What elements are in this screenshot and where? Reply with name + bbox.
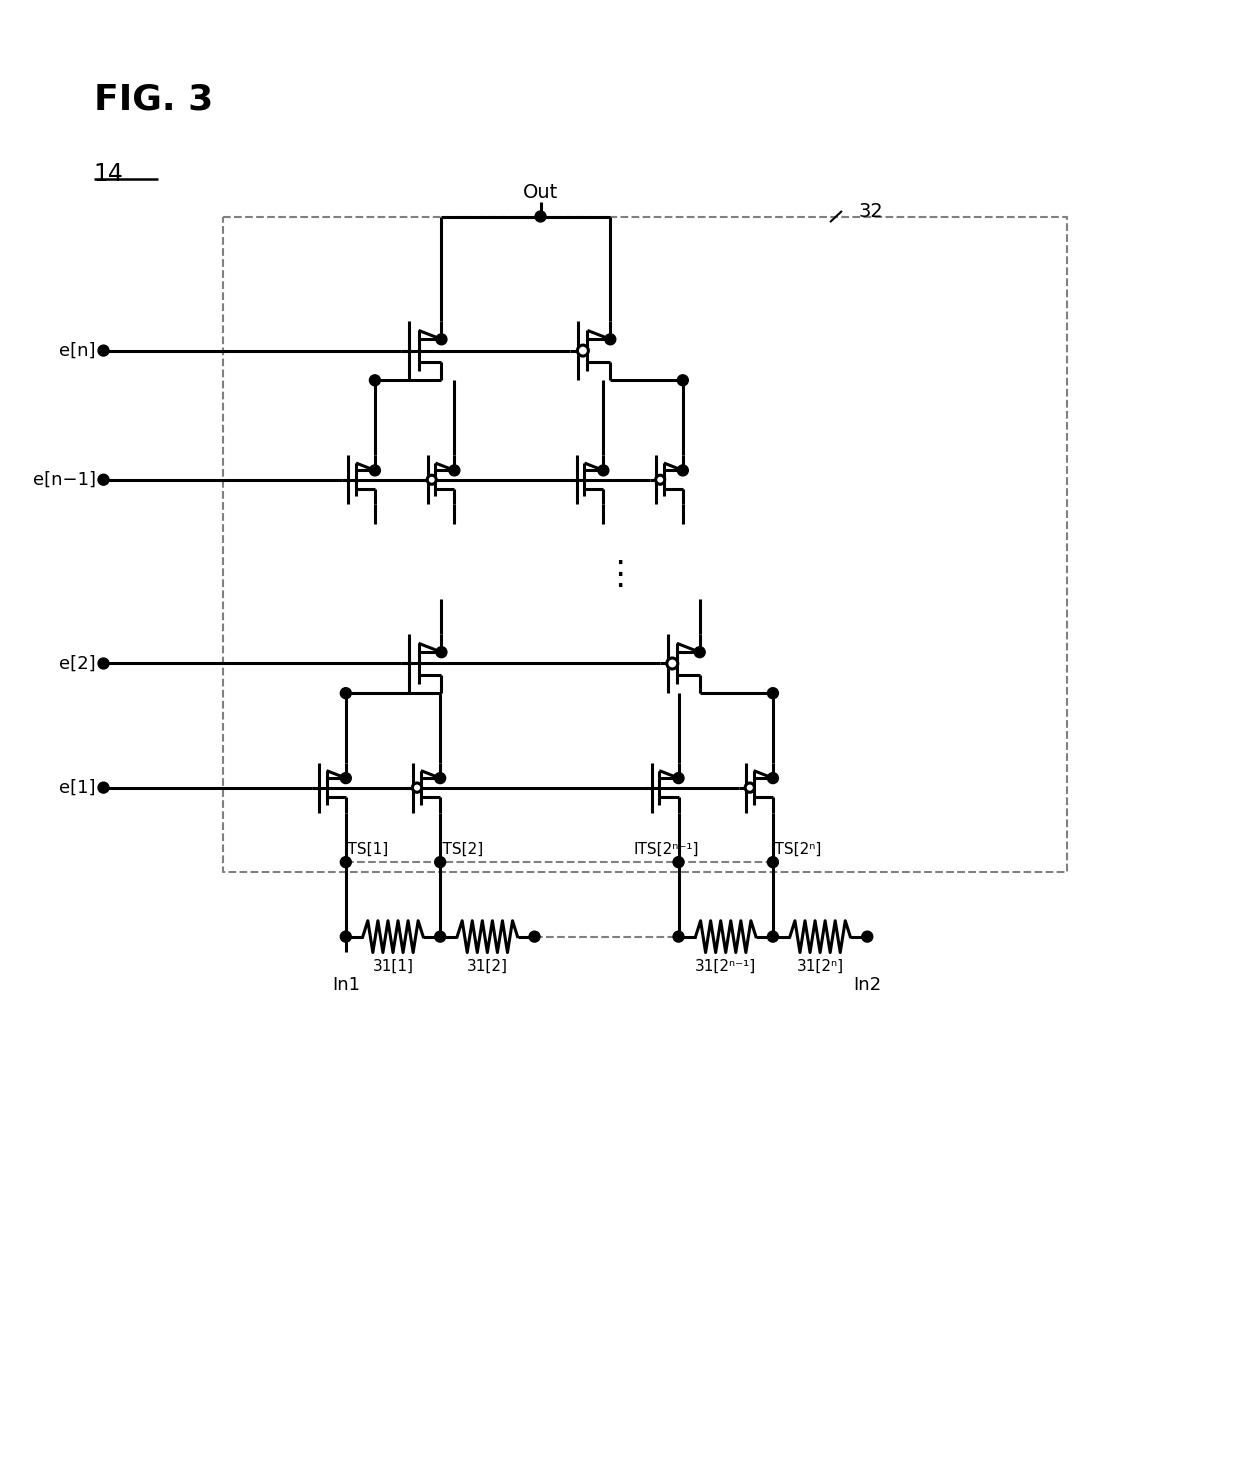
Circle shape xyxy=(862,931,873,942)
Text: ITS[1]: ITS[1] xyxy=(343,843,389,857)
Text: e[n−1]: e[n−1] xyxy=(32,471,95,489)
Text: FIG. 3: FIG. 3 xyxy=(93,82,213,116)
Text: e[n]: e[n] xyxy=(60,342,95,360)
Circle shape xyxy=(677,374,688,386)
Text: Out: Out xyxy=(523,182,558,201)
Circle shape xyxy=(605,333,616,345)
Circle shape xyxy=(370,465,381,476)
Circle shape xyxy=(598,465,609,476)
Circle shape xyxy=(667,658,678,669)
Text: ITS[2]: ITS[2] xyxy=(438,843,484,857)
Circle shape xyxy=(768,931,779,942)
Text: ITS[2ⁿ]: ITS[2ⁿ] xyxy=(771,843,822,857)
Circle shape xyxy=(673,931,684,942)
Text: In1: In1 xyxy=(332,976,360,994)
Text: In2: In2 xyxy=(853,976,882,994)
Circle shape xyxy=(413,782,422,793)
Text: 31[2ⁿ]: 31[2ⁿ] xyxy=(796,959,843,973)
Circle shape xyxy=(98,782,109,793)
Text: ITS[2ⁿ⁻¹]: ITS[2ⁿ⁻¹] xyxy=(634,843,699,857)
Circle shape xyxy=(578,345,589,357)
Circle shape xyxy=(340,772,351,784)
Circle shape xyxy=(435,772,445,784)
Circle shape xyxy=(436,647,446,658)
Circle shape xyxy=(428,476,436,484)
Circle shape xyxy=(340,687,351,699)
Circle shape xyxy=(529,931,539,942)
Circle shape xyxy=(745,782,754,793)
Circle shape xyxy=(340,857,351,868)
Circle shape xyxy=(677,465,688,476)
Text: ⋮: ⋮ xyxy=(604,558,636,590)
Circle shape xyxy=(768,857,779,868)
Circle shape xyxy=(768,772,779,784)
Circle shape xyxy=(435,857,445,868)
Text: 14: 14 xyxy=(93,161,124,186)
Text: 32: 32 xyxy=(858,201,883,220)
Text: 31[2]: 31[2] xyxy=(466,959,508,973)
Circle shape xyxy=(536,211,546,222)
Circle shape xyxy=(673,772,684,784)
Circle shape xyxy=(436,333,446,345)
Text: 31[2ⁿ⁻¹]: 31[2ⁿ⁻¹] xyxy=(696,959,756,973)
Text: e[1]: e[1] xyxy=(60,778,95,797)
Circle shape xyxy=(694,647,706,658)
Text: e[2]: e[2] xyxy=(60,655,95,672)
Circle shape xyxy=(340,931,351,942)
Circle shape xyxy=(673,857,684,868)
Text: 31[1]: 31[1] xyxy=(372,959,413,973)
Circle shape xyxy=(98,658,109,669)
Circle shape xyxy=(656,476,665,484)
Circle shape xyxy=(435,931,445,942)
Circle shape xyxy=(370,374,381,386)
Circle shape xyxy=(449,465,460,476)
Circle shape xyxy=(98,474,109,486)
Circle shape xyxy=(768,687,779,699)
Circle shape xyxy=(98,345,109,357)
